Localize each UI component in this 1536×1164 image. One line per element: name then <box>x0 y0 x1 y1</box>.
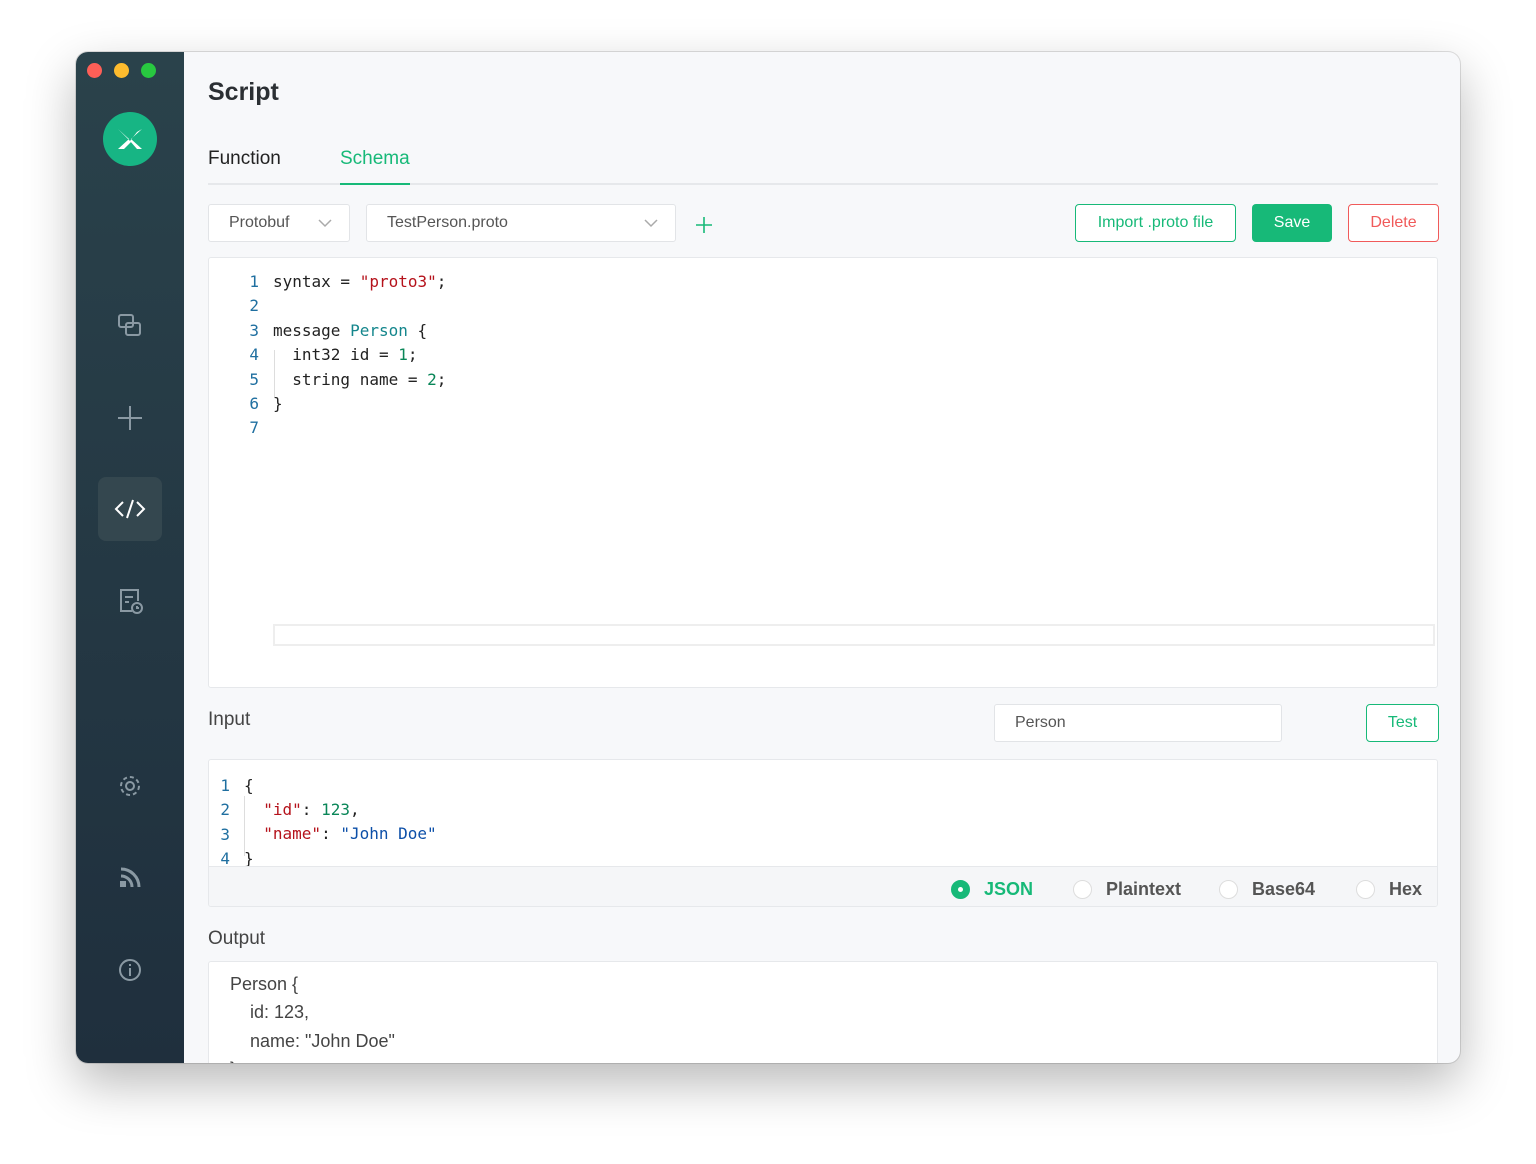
radio-circle <box>1219 880 1238 899</box>
gear-icon <box>120 776 140 796</box>
output-line: } <box>230 1059 236 1063</box>
sidebar-item-scheduled[interactable] <box>98 569 162 633</box>
maximize-window-button[interactable] <box>141 63 156 78</box>
copy-icon <box>118 314 141 336</box>
sidebar-item-settings[interactable] <box>98 754 162 818</box>
chevron-down-icon <box>644 219 658 228</box>
schema-editor[interactable]: 1 2 3 4 5 6 7 syntax = "proto3"; message Perso… <box>208 257 1438 688</box>
code-line: } <box>273 394 283 413</box>
page-title: Script <box>208 78 279 106</box>
output-line: id: 123, <box>250 1002 310 1022</box>
close-window-button[interactable] <box>87 63 102 78</box>
output-line: name: "John Doe" <box>250 1031 395 1051</box>
app-window: Script Function Schema Protobuf TestPers… <box>76 52 1460 1063</box>
line-number: 2 <box>220 800 230 820</box>
tab-schema[interactable]: Schema <box>340 148 410 185</box>
message-type-input[interactable]: Person <box>994 704 1282 742</box>
radio-label: Base64 <box>1252 879 1316 899</box>
tab-bar: Function Schema <box>208 148 1438 185</box>
plus-icon <box>118 406 142 430</box>
radio-circle <box>1073 880 1092 899</box>
line-number: 3 <box>220 824 230 844</box>
code-line: { <box>244 776 254 795</box>
line-number: 5 <box>249 369 259 389</box>
radio-plaintext[interactable]: Plaintext <box>1073 879 1181 900</box>
code-line: message Person { <box>273 321 428 340</box>
format-value: Protobuf <box>229 214 290 231</box>
file-value: TestPerson.proto <box>387 214 508 231</box>
code-line: "name": "John Doe" <box>263 824 437 843</box>
rss-icon <box>120 867 141 888</box>
line-number: 4 <box>249 345 259 365</box>
line-number: 1 <box>249 272 259 291</box>
sidebar-item-feed[interactable] <box>98 846 162 910</box>
output-panel: Person { id: 123, name: "John Doe" } <box>208 961 1438 1063</box>
delete-button[interactable]: Delete <box>1348 204 1439 242</box>
sidebar-item-script[interactable] <box>98 477 162 541</box>
app-logo <box>103 112 157 166</box>
code-line: } <box>244 849 254 868</box>
input-label: Input <box>208 709 251 730</box>
line-number: 3 <box>249 320 259 340</box>
radio-circle <box>951 880 970 899</box>
format-radio-group: JSON Plaintext Base64 Hex <box>209 866 1437 906</box>
line-number: 2 <box>249 296 259 316</box>
code-line: string name = 2; <box>273 370 447 389</box>
format-select[interactable]: Protobuf <box>208 204 350 242</box>
current-line-highlight <box>273 624 1435 646</box>
radio-label: Plaintext <box>1106 879 1182 899</box>
info-icon <box>119 959 141 981</box>
radio-circle <box>1356 880 1375 899</box>
main-content: Script Function Schema Protobuf TestPers… <box>184 52 1460 1063</box>
radio-label: JSON <box>984 879 1034 899</box>
sidebar <box>76 52 184 1063</box>
radio-label: Hex <box>1389 879 1423 899</box>
line-number: 1 <box>220 776 230 795</box>
tab-function[interactable]: Function <box>208 148 281 169</box>
output-label: Output <box>208 928 266 949</box>
add-file-button[interactable] <box>695 216 713 234</box>
line-number: 6 <box>249 394 259 413</box>
test-button[interactable]: Test <box>1366 704 1439 742</box>
code-line: syntax = "proto3"; <box>273 272 447 291</box>
code-icon <box>114 499 146 519</box>
code-line: "id": 123, <box>263 800 360 819</box>
radio-json[interactable]: JSON <box>951 879 1033 900</box>
indent-guide <box>274 350 275 398</box>
scheduled-document-icon <box>120 589 143 614</box>
sidebar-item-new[interactable] <box>98 386 162 450</box>
output-line: Person { <box>230 974 299 994</box>
chevron-down-icon <box>318 219 332 228</box>
indent-guide <box>244 796 245 856</box>
line-number: 4 <box>220 849 230 869</box>
radio-hex[interactable]: Hex <box>1356 879 1422 900</box>
save-button[interactable]: Save <box>1252 204 1332 242</box>
sidebar-item-copy[interactable] <box>98 294 162 358</box>
input-editor[interactable]: 1 2 3 4 { "id": 123, "name": "John Doe" } J… <box>208 759 1438 907</box>
sidebar-item-about[interactable] <box>98 938 162 1002</box>
line-number: 7 <box>249 418 259 438</box>
code-line: int32 id = 1; <box>273 345 418 364</box>
radio-base64[interactable]: Base64 <box>1219 879 1315 900</box>
proto-file-select[interactable]: TestPerson.proto <box>366 204 676 242</box>
minimize-window-button[interactable] <box>114 63 129 78</box>
import-proto-button[interactable]: Import .proto file <box>1075 204 1236 242</box>
